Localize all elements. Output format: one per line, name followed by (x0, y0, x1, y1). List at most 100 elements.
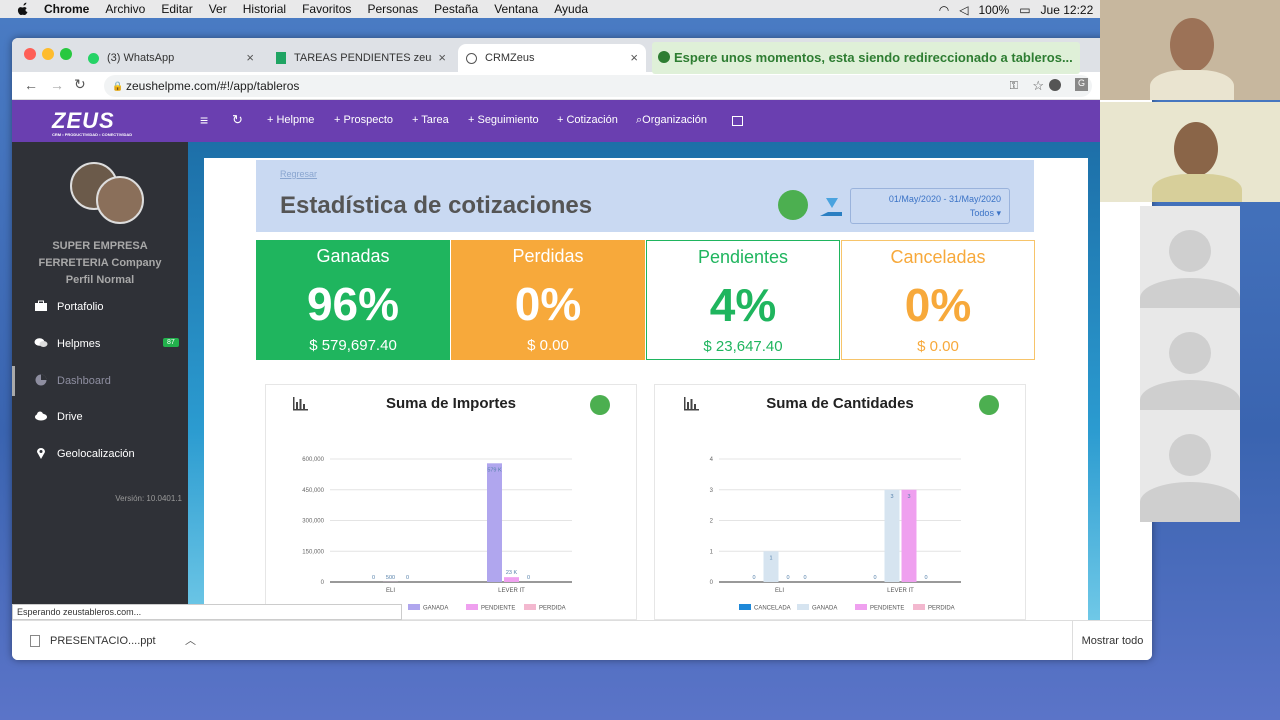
forward-icon[interactable]: → (50, 77, 64, 93)
nav-helpme[interactable]: + Helpme (267, 114, 315, 126)
nav-seguimiento[interactable]: + Seguimiento (468, 114, 539, 126)
legend-swatch (797, 604, 809, 610)
sidebar-item-drive[interactable]: Drive (12, 402, 188, 432)
tab-label: (3) WhatsApp (107, 52, 175, 64)
volume-icon[interactable]: ◁ (959, 2, 969, 17)
company-name-line2: FERRETERIA Company (38, 257, 162, 269)
menu-ver[interactable]: Ver (208, 2, 227, 16)
chevron-up-icon[interactable]: ︿ (185, 635, 196, 647)
nav-organizacion-label: Organización (642, 114, 707, 126)
export-excel-icon[interactable] (778, 190, 808, 220)
menu-ventana[interactable]: Ventana (494, 2, 539, 16)
profile-extension-icon[interactable]: G (1075, 78, 1088, 91)
mac-menubar: Chrome Archivo Editar Ver Historial Favo… (0, 0, 1280, 18)
sidebar-item-geolocalizacion[interactable]: Geolocalización (12, 439, 188, 469)
tab-tareas[interactable]: TAREAS PENDIENTES zeus we × (268, 44, 454, 72)
menu-app-name[interactable]: Chrome (44, 2, 90, 16)
download-item[interactable]: PRESENTACIO....ppt ︿ (28, 629, 196, 653)
company-name-line1: SUPER EMPRESA (52, 240, 148, 252)
key-icon[interactable]: ⚿ (1009, 80, 1018, 92)
company-avatar[interactable] (96, 176, 144, 224)
x-tick-label: LEVER IT (887, 588, 914, 594)
y-tick-label: 2 (710, 519, 714, 525)
nav-organizacion[interactable]: ⌕Organización (636, 114, 707, 127)
sidebar-item-dashboard[interactable]: Dashboard (12, 366, 188, 396)
menu-historial[interactable]: Historial (242, 2, 287, 16)
whatsapp-icon (88, 52, 99, 64)
y-tick-label: 0 (321, 580, 325, 586)
sidebar-item-portafolio[interactable]: Portafolio (12, 292, 188, 322)
tab-crmzeus[interactable]: CRMZeus × (458, 44, 646, 72)
menu-editar[interactable]: Editar (161, 2, 193, 16)
legend-label: GANADA (423, 606, 448, 612)
close-tab-icon[interactable]: × (630, 50, 638, 65)
person-icon (1169, 230, 1211, 272)
nav-tarea[interactable]: + Tarea (412, 114, 449, 126)
export-excel-icon[interactable] (979, 395, 999, 415)
filter-text: Todos (969, 208, 994, 218)
calendar-icon[interactable] (732, 116, 743, 126)
stat-card-ganadas[interactable]: Ganadas 96% $ 579,697.40 (256, 240, 450, 360)
menu-pestana[interactable]: Pestaña (434, 2, 479, 16)
close-window-button[interactable] (24, 48, 36, 60)
data-label: 3 (907, 494, 910, 500)
logo-text: ZEUS (52, 108, 115, 133)
extension-icon[interactable] (1049, 79, 1061, 91)
clock[interactable]: Jue 12:22 (1040, 2, 1094, 17)
export-excel-icon[interactable] (590, 395, 610, 415)
wifi-icon[interactable]: ◠ (938, 2, 950, 17)
chart-title: Suma de Cantidades (766, 395, 914, 412)
back-link[interactable]: Regresar (280, 169, 318, 179)
back-icon[interactable]: ← (24, 77, 38, 93)
date-range-picker[interactable]: 01/May/2020 - 31/May/2020 Todos ▾ (850, 188, 1010, 224)
stat-title: Canceladas (890, 247, 986, 267)
globe-icon (466, 52, 477, 64)
download-bar: PRESENTACIO....ppt ︿ Mostrar todo (12, 620, 1152, 660)
tab-whatsapp[interactable]: (3) WhatsApp × (80, 44, 262, 72)
data-label: 0 (924, 575, 927, 581)
zeus-logo[interactable]: ZEUS CRM • PRODUCTIVIDAD • CONECTIVIDAD (52, 108, 152, 137)
apple-icon[interactable] (16, 2, 30, 16)
stat-card-pendientes[interactable]: Pendientes 4% $ 23,647.40 (646, 240, 840, 360)
bar (901, 489, 917, 582)
star-icon[interactable]: ☆ (1032, 78, 1044, 93)
profile-type: Perfil Normal (65, 274, 135, 286)
participant-placeholder (1140, 308, 1240, 420)
data-label: 3 (890, 494, 893, 500)
minimize-window-button[interactable] (42, 48, 54, 60)
menu-archivo[interactable]: Archivo (105, 2, 146, 16)
importes-bar-chart: 0 150,000 300,000 450,000 600,000 ELI 0 500 0 LEV… (302, 457, 572, 612)
sidebar: SUPER EMPRESA FERRETERIA Company Perfil … (12, 142, 188, 620)
hamburger-menu-icon[interactable]: ≡ (200, 112, 209, 128)
menu-favoritos[interactable]: Favoritos (302, 2, 352, 16)
refresh-icon[interactable]: ↻ (232, 112, 243, 127)
menu-ayuda[interactable]: Ayuda (554, 2, 589, 16)
y-tick-label: 3 (710, 488, 714, 494)
stat-percent: 0% (514, 278, 582, 330)
sidebar-item-helpmes[interactable]: Helpmes 87 (12, 329, 188, 359)
reload-icon[interactable]: ↻ (74, 76, 86, 92)
url-input[interactable]: 🔒 zeushelpme.com/#!/app/tableros ⚿ ☆ (104, 75, 1092, 97)
tab-label: TAREAS PENDIENTES zeus we (294, 52, 432, 64)
nav-cotizacion[interactable]: + Cotización (557, 114, 618, 126)
zoom-window-button[interactable] (60, 48, 72, 60)
url-text: zeushelpme.com/#!/app/tableros (126, 79, 300, 93)
legend-swatch (913, 604, 925, 610)
browser-window: (3) WhatsApp × TAREAS PENDIENTES zeus we… (12, 38, 1152, 660)
close-tab-icon[interactable]: × (246, 50, 254, 65)
menu-personas[interactable]: Personas (367, 2, 419, 16)
file-icon (30, 635, 40, 647)
close-tab-icon[interactable]: × (438, 50, 446, 65)
battery-text[interactable]: 100% (978, 2, 1010, 17)
cloud-icon (35, 411, 47, 421)
map-pin-icon (37, 448, 45, 459)
stat-card-perdidas[interactable]: Perdidas 0% $ 0.00 (451, 240, 645, 360)
stat-card-canceladas[interactable]: Canceladas 0% $ 0.00 (841, 240, 1035, 360)
show-all-button[interactable]: Mostrar todo (1072, 621, 1152, 660)
data-label: 1 (769, 555, 772, 561)
nav-prospecto[interactable]: + Prospecto (334, 114, 394, 126)
download-filename: PRESENTACIO....ppt (50, 635, 156, 647)
legend-swatch (408, 604, 420, 610)
stat-title: Perdidas (512, 246, 584, 266)
filter-icon[interactable] (816, 190, 846, 220)
